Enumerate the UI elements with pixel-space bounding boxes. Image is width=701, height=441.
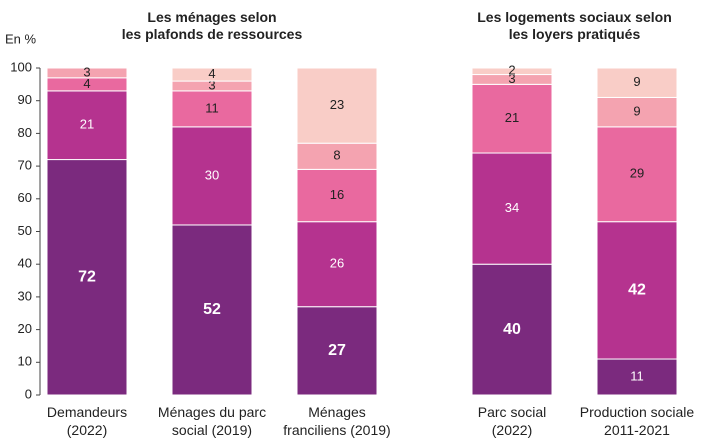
y-tick-label: 70: [18, 158, 32, 173]
y-tick-label: 0: [25, 386, 32, 401]
bar-segment: [596, 67, 678, 98]
value-label: 4: [83, 76, 90, 91]
value-label: 3: [208, 77, 215, 92]
bar-segment: [171, 67, 253, 82]
bar-segment: [296, 67, 378, 144]
bar-segment: [46, 159, 128, 396]
value-label: 16: [330, 187, 344, 202]
value-label: 9: [633, 104, 640, 119]
value-label: 4: [208, 66, 215, 81]
x-tick-label: Production sociale 2011-2021: [580, 404, 695, 438]
value-label: 21: [505, 110, 519, 125]
value-label: 29: [630, 166, 644, 181]
bar-segment: [171, 224, 253, 396]
value-label: 21: [80, 117, 94, 132]
bar-segment: [171, 90, 253, 128]
panel-title: Les ménages selon les plafonds de ressour…: [122, 9, 303, 42]
y-tick-label: 90: [18, 92, 32, 107]
bar-segment: [596, 126, 678, 223]
bar-segment: [471, 67, 553, 76]
x-tick-label: Ménages du parc social (2019): [158, 404, 266, 438]
value-label: 72: [78, 268, 96, 285]
value-label: 2: [508, 63, 515, 78]
bar-segment: [471, 152, 553, 265]
value-label: 30: [205, 167, 219, 182]
y-tick-label: 20: [18, 321, 32, 336]
value-label: 11: [205, 100, 219, 115]
x-tick-label: Ménages franciliens (2019): [283, 404, 390, 438]
bar-segment: [171, 126, 253, 226]
value-label: 11: [630, 368, 644, 383]
bar-segment: [596, 358, 678, 396]
bar-segment: [596, 221, 678, 360]
value-label: 23: [330, 97, 344, 112]
y-tick-label: 10: [18, 354, 32, 369]
y-tick-label: 60: [18, 190, 32, 205]
value-label: 52: [203, 301, 221, 318]
bar-segment: [296, 306, 378, 396]
value-label: 26: [330, 256, 344, 271]
x-tick-label: Demandeurs (2022): [47, 404, 127, 438]
value-label: 34: [505, 200, 519, 215]
bar-segment: [46, 67, 128, 79]
value-label: 27: [328, 342, 346, 359]
value-label: 3: [83, 64, 90, 79]
y-tick-label: 50: [18, 223, 32, 238]
value-label: 42: [628, 282, 646, 299]
panel-title: Les logements sociaux selon les loyers pr…: [477, 9, 672, 42]
y-tick-label: 100: [10, 59, 32, 74]
bar-segment: [471, 83, 553, 154]
y-tick-label: 80: [18, 125, 32, 140]
y-axis-label: En %: [5, 31, 37, 46]
value-label: 40: [503, 321, 521, 338]
bar-segment: [296, 142, 378, 170]
y-tick-label: 30: [18, 288, 32, 303]
value-label: 9: [633, 74, 640, 89]
value-label: 3: [508, 71, 515, 86]
y-tick-label: 40: [18, 256, 32, 271]
bar-segment: [471, 263, 553, 396]
bar-segment: [296, 221, 378, 308]
x-tick-label: Parc social (2022): [478, 404, 546, 438]
bar-segment: [596, 96, 678, 128]
value-label: 8: [333, 148, 340, 163]
